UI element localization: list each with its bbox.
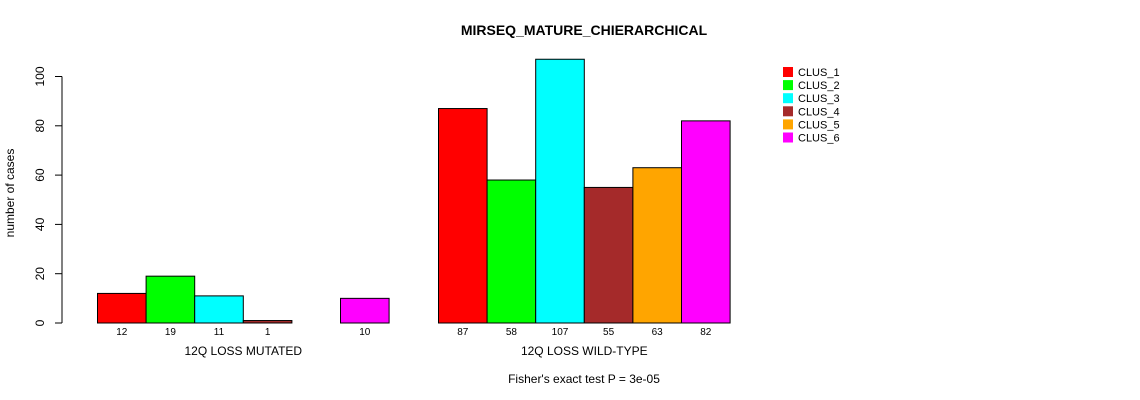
fisher-test-footnote: Fisher's exact test P = 3e-05 <box>508 372 660 386</box>
y-axis-ticks: 0 20 40 60 80 100 <box>33 66 62 326</box>
count-label-clus3-group2: 107 <box>552 327 569 338</box>
group-labels-group: 12Q LOSS MUTATED 12Q LOSS WILD-TYPE <box>185 344 648 358</box>
count-label-clus4-group2: 55 <box>603 327 615 338</box>
count-label-clus6-group2: 82 <box>700 327 712 338</box>
y-tick-label-60: 60 <box>33 168 47 182</box>
legend-swatch-clus3 <box>783 93 793 104</box>
y-tick-label-40: 40 <box>33 217 47 231</box>
bar-clus2-group2 <box>486 179 537 324</box>
legend-label-clus2: CLUS_2 <box>798 80 840 92</box>
bar-clus6-group1 <box>340 297 390 324</box>
count-label-clus2-group1: 19 <box>165 327 177 338</box>
bar-clus3-group2 <box>535 58 585 324</box>
legend-swatch-clus1 <box>783 67 793 77</box>
y-tick-label-0: 0 <box>33 319 47 326</box>
legend-label-clus1: CLUS_1 <box>798 67 840 79</box>
count-labels-group: 12 19 11 1 10 87 58 107 55 63 82 <box>116 327 712 338</box>
legend-label-clus3: CLUS_3 <box>798 93 840 105</box>
bar-clus1-group2 <box>438 108 488 324</box>
count-label-clus4-group1: 1 <box>265 327 271 338</box>
count-label-clus1-group1: 12 <box>116 327 128 338</box>
chart-title: MIRSEQ_MATURE_CHIERARCHICAL <box>461 22 708 38</box>
y-axis-label: number of cases <box>3 149 17 238</box>
legend-swatch-clus4 <box>783 106 793 117</box>
count-label-clus3-group1: 11 <box>214 327 225 338</box>
legend-swatch-clus5 <box>783 119 793 130</box>
bar-clus4-group1 <box>242 320 293 324</box>
y-tick-label-20: 20 <box>33 267 47 281</box>
legend-swatch-clus6 <box>783 132 793 143</box>
bar-clus1-group1 <box>97 292 147 324</box>
count-label-clus6-group1: 10 <box>359 327 371 338</box>
count-label-clus2-group2: 58 <box>506 327 518 338</box>
bar-clus2-group1 <box>145 275 196 324</box>
bar-clus4-group2 <box>583 186 634 324</box>
legend-swatch-clus2 <box>783 80 793 91</box>
count-label-clus5-group2: 63 <box>652 327 664 338</box>
bar-clus5-group2 <box>632 167 683 324</box>
y-tick-label-100: 100 <box>33 66 47 86</box>
group-label-2: 12Q LOSS WILD-TYPE <box>521 344 648 358</box>
bars-group <box>97 58 731 324</box>
bar-clus6-group2 <box>681 120 731 324</box>
bar-clus3-group1 <box>194 295 244 324</box>
legend-label-clus6: CLUS_6 <box>798 133 840 145</box>
legend-label-clus4: CLUS_4 <box>798 106 840 118</box>
group-label-1: 12Q LOSS MUTATED <box>185 344 303 358</box>
count-label-clus1-group2: 87 <box>457 327 469 338</box>
legend-label-clus5: CLUS_5 <box>798 119 840 131</box>
y-tick-label-80: 80 <box>33 119 47 133</box>
